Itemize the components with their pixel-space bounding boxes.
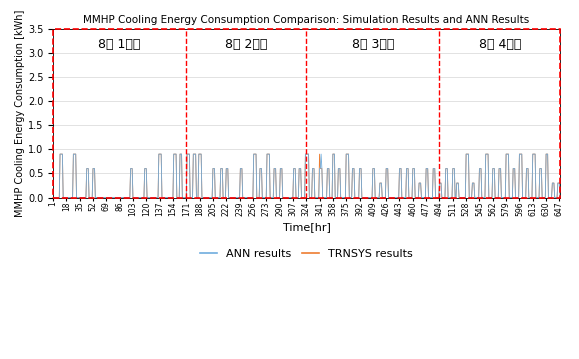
Text: 8월 3주차: 8월 3주차 bbox=[351, 37, 394, 51]
ANN results bbox=[305, 152, 312, 156]
TRNSYS results bbox=[57, 152, 64, 156]
TRNSYS results bbox=[557, 195, 564, 200]
TRNSYS results bbox=[141, 167, 148, 171]
ANN results bbox=[141, 167, 148, 171]
ANN results bbox=[57, 152, 64, 156]
TRNSYS results bbox=[50, 195, 57, 200]
X-axis label: Time[hr]: Time[hr] bbox=[283, 222, 331, 232]
Text: 8월 2주차: 8월 2주차 bbox=[225, 37, 267, 51]
TRNSYS results bbox=[305, 152, 312, 156]
TRNSYS results bbox=[236, 195, 243, 200]
TRNSYS results bbox=[194, 195, 201, 200]
Legend: ANN results, TRNSYS results: ANN results, TRNSYS results bbox=[196, 244, 417, 263]
Text: 8월 1주차: 8월 1주차 bbox=[98, 37, 141, 51]
ANN results bbox=[557, 195, 564, 200]
TRNSYS results bbox=[490, 167, 497, 171]
ANN results bbox=[509, 195, 516, 200]
ANN results bbox=[194, 195, 201, 200]
Y-axis label: MMHP Cooling Energy Consumption [kWh]: MMHP Cooling Energy Consumption [kWh] bbox=[15, 9, 25, 217]
Line: ANN results: ANN results bbox=[53, 154, 560, 197]
Line: TRNSYS results: TRNSYS results bbox=[53, 154, 560, 197]
Title: MMHP Cooling Energy Consumption Comparison: Simulation Results and ANN Results: MMHP Cooling Energy Consumption Comparis… bbox=[83, 15, 530, 25]
ANN results bbox=[50, 195, 57, 200]
ANN results bbox=[236, 195, 243, 200]
Text: 8월 4주차: 8월 4주차 bbox=[479, 37, 521, 51]
ANN results bbox=[490, 167, 497, 171]
TRNSYS results bbox=[509, 195, 516, 200]
